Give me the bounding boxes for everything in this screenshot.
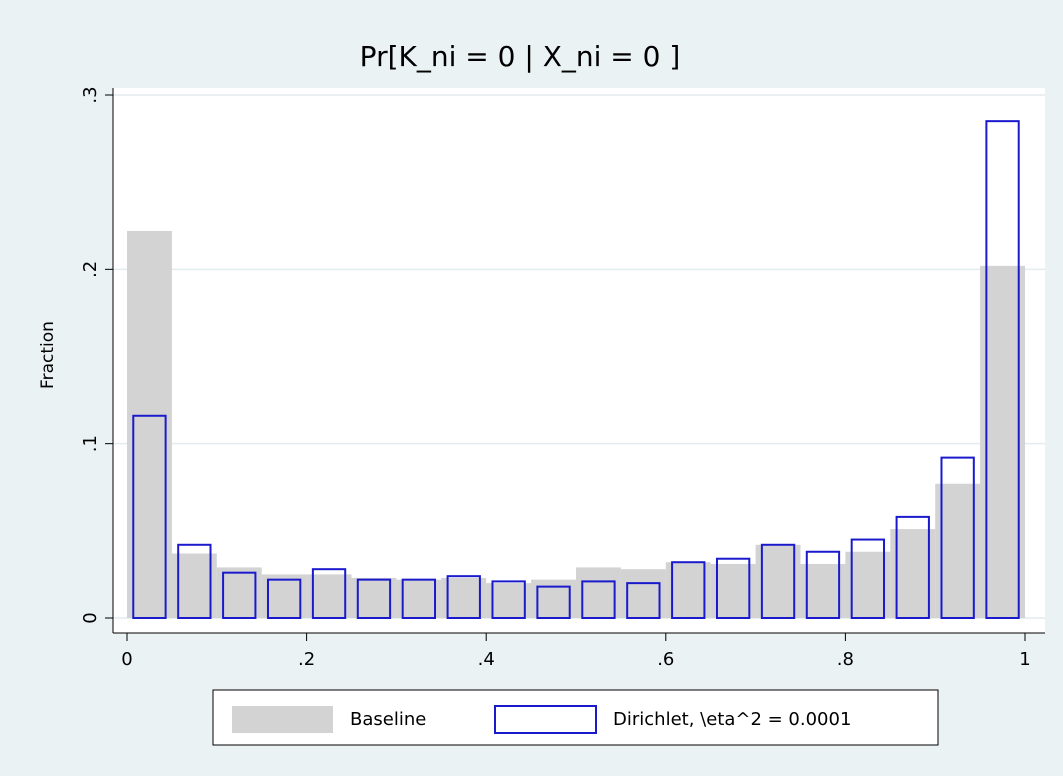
bar (486, 583, 532, 618)
bar (536, 585, 571, 619)
legend (212, 689, 939, 746)
bar (935, 483, 981, 618)
bar (940, 456, 975, 620)
bar (491, 580, 526, 620)
chart-title: Pr[K_ni = 0 | X_ni = 0 ] (360, 40, 681, 73)
bar (845, 551, 891, 618)
plot-area (113, 88, 1045, 633)
x-tick-label: 1 (1019, 649, 1030, 670)
legend-label: Dirichlet, \eta^2 = 0.0001 (613, 709, 851, 730)
bar (401, 578, 437, 619)
bar (351, 577, 397, 618)
legend-swatch (494, 705, 597, 734)
bar (895, 515, 930, 619)
bar (760, 543, 796, 620)
bar (132, 414, 167, 620)
bar (800, 563, 846, 618)
bar (980, 265, 1025, 618)
bar (715, 557, 751, 620)
y-axis-label: Fraction (38, 321, 58, 389)
bar (261, 574, 307, 618)
bar (755, 544, 801, 618)
bar (127, 230, 172, 619)
bar (985, 120, 1020, 620)
bar (581, 580, 616, 620)
bar (306, 574, 352, 618)
bar (890, 529, 936, 618)
legend-swatch (232, 706, 333, 733)
bar (665, 562, 711, 618)
y-tick-label: .1 (80, 435, 101, 452)
bar (441, 577, 487, 618)
bar (311, 568, 347, 619)
bar (620, 569, 666, 618)
bar (446, 575, 481, 619)
x-tick-label: 0 (121, 649, 132, 670)
legend-label: Baseline (350, 709, 426, 730)
x-tick-label: .8 (837, 649, 854, 670)
x-tick-label: .2 (298, 649, 315, 670)
x-tick-label: .6 (657, 649, 674, 670)
bar (222, 571, 257, 620)
bar (850, 538, 886, 619)
bar (710, 563, 756, 618)
bar (805, 550, 841, 620)
x-tick-label: .4 (478, 649, 495, 670)
bar (671, 561, 706, 619)
y-tick-label: .2 (80, 261, 101, 278)
bar (576, 567, 621, 618)
bar (266, 578, 302, 619)
bar (356, 578, 392, 619)
y-tick-label: .3 (80, 86, 101, 103)
y-tick-label: 0 (80, 612, 101, 623)
bar (626, 582, 661, 620)
bar (216, 567, 262, 618)
bar (177, 543, 212, 620)
bar (396, 579, 442, 618)
bar (171, 553, 217, 618)
